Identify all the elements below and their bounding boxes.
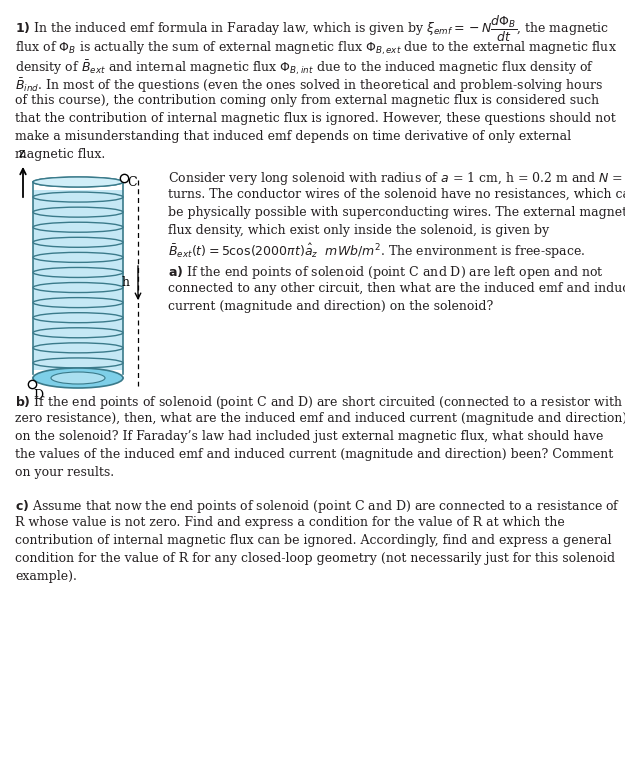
Text: zero resistance), then, what are the induced emf and induced current (magnitude : zero resistance), then, what are the ind… — [15, 412, 625, 425]
Text: D: D — [33, 389, 43, 402]
Text: connected to any other circuit, then what are the induced emf and induced: connected to any other circuit, then wha… — [168, 282, 625, 295]
Ellipse shape — [33, 368, 123, 388]
Text: condition for the value of R for any closed-loop geometry (not necessarily just : condition for the value of R for any clo… — [15, 552, 615, 565]
Ellipse shape — [51, 372, 105, 384]
Text: density of $\bar{B}_{ext}$ and internal magnetic flux $\Phi_{B,int}$ due to the : density of $\bar{B}_{ext}$ and internal … — [15, 58, 594, 77]
Text: magnetic flux.: magnetic flux. — [15, 148, 105, 161]
Text: Consider very long solenoid with radius of $a$ = 1 cm, h = 0.2 m and $N$ = 200: Consider very long solenoid with radius … — [168, 170, 625, 187]
Text: make a misunderstanding that induced emf depends on time derivative of only exte: make a misunderstanding that induced emf… — [15, 130, 571, 143]
Text: h: h — [122, 277, 130, 290]
Text: C: C — [127, 176, 137, 189]
Ellipse shape — [33, 358, 123, 368]
Text: contribution of internal magnetic flux can be ignored. Accordingly, find and exp: contribution of internal magnetic flux c… — [15, 534, 611, 547]
Text: R whose value is not zero. Find and express a condition for the value of R at wh: R whose value is not zero. Find and expr… — [15, 516, 565, 529]
Ellipse shape — [33, 343, 123, 352]
Text: be physically possible with superconducting wires. The external magnetic: be physically possible with superconduct… — [168, 206, 625, 219]
Ellipse shape — [33, 177, 123, 187]
Text: that the contribution of internal magnetic flux is ignored. However, these quest: that the contribution of internal magnet… — [15, 112, 616, 125]
Text: $\mathbf{a)}$ If the end points of solenoid (point C and D) are left open and no: $\mathbf{a)}$ If the end points of solen… — [168, 264, 604, 281]
Text: $\bar{B}_{ext}(t) = 5\cos(2000\pi t)\hat{a}_z\ \ \mathit{mWb/m}^2$. The environm: $\bar{B}_{ext}(t) = 5\cos(2000\pi t)\hat… — [168, 242, 585, 261]
Ellipse shape — [33, 328, 123, 338]
Ellipse shape — [33, 192, 123, 202]
Ellipse shape — [33, 283, 123, 292]
Ellipse shape — [33, 207, 123, 217]
Text: on the solenoid? If Faraday’s law had included just external magnetic flux, what: on the solenoid? If Faraday’s law had in… — [15, 430, 603, 443]
Text: turns. The conductor wires of the solenoid have no resistances, which can: turns. The conductor wires of the soleno… — [168, 188, 625, 201]
Text: $\mathbf{b)}$ If the end points of solenoid (point C and D) are short circuited : $\mathbf{b)}$ If the end points of solen… — [15, 394, 623, 411]
Text: the values of the induced emf and induced current (magnitude and direction) been: the values of the induced emf and induce… — [15, 448, 613, 461]
Ellipse shape — [33, 298, 123, 308]
Ellipse shape — [33, 267, 123, 278]
Text: z: z — [19, 147, 25, 160]
Text: of this course), the contribution coming only from external magnetic flux is con: of this course), the contribution coming… — [15, 94, 599, 107]
Ellipse shape — [33, 237, 123, 247]
Text: example).: example). — [15, 570, 77, 583]
Text: flux density, which exist only inside the solenoid, is given by: flux density, which exist only inside th… — [168, 224, 549, 237]
Text: flux of $\Phi_B$ is actually the sum of external magnetic flux $\Phi_{B,ext}$ du: flux of $\Phi_B$ is actually the sum of … — [15, 40, 617, 57]
Text: current (magnitude and direction) on the solenoid?: current (magnitude and direction) on the… — [168, 300, 493, 313]
Ellipse shape — [33, 253, 123, 262]
Ellipse shape — [33, 177, 123, 187]
Text: $\bar{B}_{ind}$. In most of the questions (even the ones solved in theoretical a: $\bar{B}_{ind}$. In most of the question… — [15, 76, 603, 94]
Bar — [33, 190, 123, 370]
Text: $\mathbf{1)}$ In the induced emf formula in Faraday law, which is given by $\xi_: $\mathbf{1)}$ In the induced emf formula… — [15, 14, 609, 44]
Ellipse shape — [33, 373, 123, 383]
Ellipse shape — [33, 222, 123, 232]
Text: $\mathbf{c)}$ Assume that now the end points of solenoid (point C and D) are con: $\mathbf{c)}$ Assume that now the end po… — [15, 498, 621, 515]
Text: on your results.: on your results. — [15, 466, 114, 479]
Ellipse shape — [33, 313, 123, 322]
